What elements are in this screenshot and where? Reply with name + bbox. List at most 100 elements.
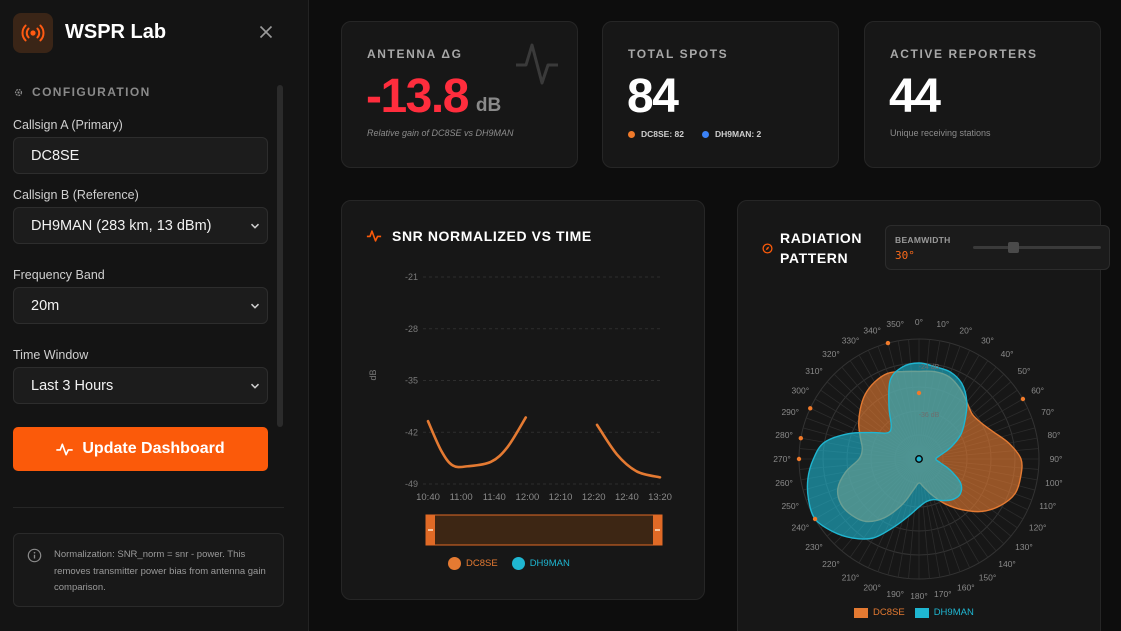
legend-item-dh9man: DH9MAN xyxy=(914,607,974,618)
total-spots-label: TOTAL SPOTS xyxy=(628,47,729,61)
angle-label: 250° xyxy=(781,501,799,511)
angle-label: 0° xyxy=(915,317,923,327)
reporter-dot xyxy=(1020,396,1026,402)
reporter-dot xyxy=(808,406,813,411)
y-tick-label: -28 xyxy=(405,324,418,334)
legend-label-dh9man: DH9MAN xyxy=(933,607,974,618)
spots-b-item: DH9MAN: 2 xyxy=(702,129,761,139)
update-dashboard-label: Update Dashboard xyxy=(82,440,225,457)
series-line-dc8se xyxy=(595,423,662,479)
band-select[interactable]: 20m xyxy=(13,287,268,324)
sidebar-scrollbar[interactable] xyxy=(277,85,283,427)
x-tick-label: 11:40 xyxy=(483,492,506,503)
beamwidth-control: BEAMWIDTH 30° xyxy=(885,225,1110,270)
dot-dh9man xyxy=(702,130,709,138)
callsign-b-value: DH9MAN (283 km, 13 dBm) xyxy=(31,217,212,234)
radiation-title-line1: RADIATION xyxy=(780,230,863,246)
angle-label: 60° xyxy=(1031,386,1044,396)
configuration-heading: CONFIGURATION xyxy=(13,85,151,99)
legend-label-dh9man: DH9MAN xyxy=(529,558,570,569)
chevron-down-icon xyxy=(250,303,260,309)
angle-label: 300° xyxy=(792,386,810,396)
angle-label: 110° xyxy=(1039,501,1056,511)
reporter-dot xyxy=(916,390,922,396)
callsign-a-label: Callsign A (Primary) xyxy=(13,118,123,132)
angle-label: 80° xyxy=(1047,430,1060,440)
x-tick-label: 12:20 xyxy=(582,492,606,503)
chevron-down-icon xyxy=(250,223,260,229)
angle-label: 320° xyxy=(822,349,840,359)
snr-chart: -21 -28 -35 -42 -49 dB 10:40 11:00 11:40 12:00 12:… xyxy=(368,272,672,546)
angle-label: 20° xyxy=(959,325,972,335)
angle-label: 30° xyxy=(981,335,994,345)
legend-swatch-dc8se xyxy=(448,557,461,570)
angle-label: 70° xyxy=(1041,407,1054,417)
activity-icon xyxy=(516,43,558,85)
configuration-heading-label: CONFIGURATION xyxy=(32,85,151,99)
spots-breakdown: DC8SE: 82 DH9MAN: 2 xyxy=(628,129,761,139)
beamwidth-slider-track[interactable] xyxy=(973,242,1101,253)
sidebar-divider xyxy=(13,507,284,508)
series-line-dc8se xyxy=(426,416,528,469)
y-tick-label: -42 xyxy=(405,427,418,437)
beamwidth-label: BEAMWIDTH xyxy=(895,235,951,245)
active-reporters-label: ACTIVE REPORTERS xyxy=(890,47,1038,61)
ring-label: -36 dB xyxy=(919,412,940,419)
legend-label-dc8se: DC8SE xyxy=(873,607,905,618)
angle-label: 140° xyxy=(998,559,1016,569)
x-tick-label: 10:40 xyxy=(416,492,440,503)
snr-chart-title: SNR NORMALIZED VS TIME xyxy=(392,228,592,244)
legend-swatch-dc8se xyxy=(854,607,868,618)
angle-label: 120° xyxy=(1029,523,1047,533)
app-logo xyxy=(13,13,53,53)
broadcast-icon xyxy=(21,24,45,42)
normalization-text: Normalization: SNR_norm = snr - power. T… xyxy=(54,549,266,593)
reporter-dot xyxy=(885,340,891,346)
reporter-dot xyxy=(812,516,818,522)
angle-label: 270° xyxy=(773,454,791,464)
angle-label: 180° xyxy=(910,591,928,601)
time-window-value: Last 3 Hours xyxy=(31,377,114,394)
update-dashboard-button[interactable]: Update Dashboard xyxy=(13,427,268,471)
y-axis-label: dB xyxy=(368,369,378,380)
legend-item-dc8se: DC8SE xyxy=(448,557,498,570)
x-tick-label: 12:40 xyxy=(615,492,639,503)
beamwidth-slider-thumb[interactable] xyxy=(1008,242,1020,253)
band-label: Frequency Band xyxy=(13,268,105,282)
radiation-legend: DC8SE DH9MAN xyxy=(854,607,974,618)
antenna-gain-card: ANTENNA ΔG -13.8 dB Relative gain of DC8… xyxy=(341,21,578,168)
angle-label: 190° xyxy=(886,589,904,599)
gear-icon xyxy=(14,88,23,96)
info-icon xyxy=(27,548,42,563)
range-brush xyxy=(425,514,663,546)
activity-icon xyxy=(366,230,382,242)
angle-label: 220° xyxy=(822,559,840,569)
y-tick-label: -49 xyxy=(405,479,418,489)
sidebar: WSPR Lab CONFIGURATION Callsign A (Prima… xyxy=(0,0,309,631)
angle-label: 330° xyxy=(842,335,860,345)
angle-label: 310° xyxy=(805,366,823,376)
angle-label: 40° xyxy=(1001,349,1014,359)
angle-label: 350° xyxy=(886,319,904,329)
normalization-info: Normalization: SNR_norm = snr - power. T… xyxy=(13,533,284,607)
close-sidebar-button[interactable] xyxy=(256,22,276,42)
snr-legend: DC8SE DH9MAN xyxy=(448,557,570,570)
callsign-a-input[interactable] xyxy=(13,137,268,174)
legend-item-dc8se: DC8SE xyxy=(854,607,905,618)
time-window-select[interactable]: Last 3 Hours xyxy=(13,367,268,404)
angle-label: 340° xyxy=(863,325,881,335)
band-value: 20m xyxy=(31,297,60,314)
x-tick-label: 12:10 xyxy=(549,492,573,503)
angle-label: 170° xyxy=(934,589,952,599)
antenna-gain-label: ANTENNA ΔG xyxy=(367,47,463,61)
active-reporters-card: ACTIVE REPORTERS 44 Unique receiving sta… xyxy=(864,21,1101,168)
legend-item-dh9man: DH9MAN xyxy=(511,557,570,570)
station-center-dot xyxy=(915,455,923,463)
callsign-b-select[interactable]: DH9MAN (283 km, 13 dBm) xyxy=(13,207,268,244)
compass-icon xyxy=(762,243,773,254)
legend-swatch-dh9man xyxy=(511,557,525,570)
y-tick-label: -21 xyxy=(405,272,418,282)
dot-dc8se xyxy=(628,130,635,138)
angle-label: 280° xyxy=(775,430,793,440)
radiation-title-line2: PATTERN xyxy=(780,250,849,266)
